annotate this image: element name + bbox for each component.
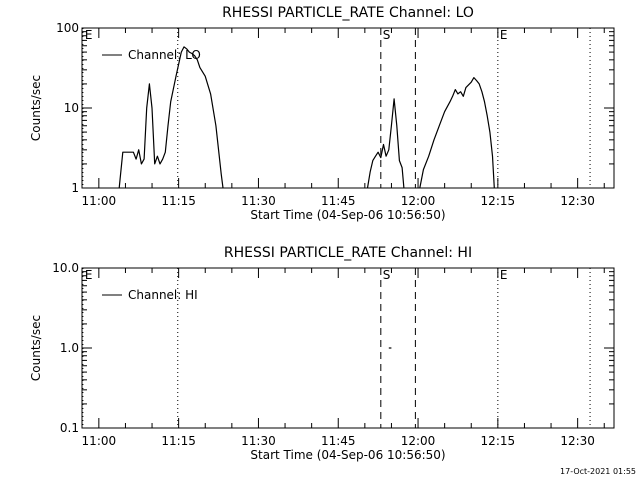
panel-2-y-axis-label: Counts/sec [29,315,43,381]
panel-1-marker-label: E [500,28,508,42]
panel-2-y-tick-label: 1.0 [60,341,79,355]
panel-1-legend-label: Channel: LO [128,48,201,62]
timestamp: 17-Oct-2021 01:55 [560,467,636,476]
panel-1-y-tick-label: 100 [56,21,79,35]
panel-2-y-tick-label: 10.0 [52,261,79,275]
panel-1-series-line [419,76,495,189]
panel-2-legend-label: Channel: HI [128,288,198,302]
panel-1-x-tick-label: 11:15 [161,194,196,208]
panel-1-x-tick-label: 11:45 [321,194,356,208]
panel-1-x-tick-label: 12:15 [481,194,516,208]
panel-1-series-line [118,46,224,189]
panel-2-x-tick-label: 11:15 [161,434,196,448]
panel-1-x-tick-label: 11:30 [241,194,276,208]
panel-2-chart-title: RHESSI PARTICLE_RATE Channel: HI [224,245,472,261]
panel-1-x-tick-label: 12:00 [401,194,436,208]
panel-2-marker-label: E [500,268,508,282]
panel-1-marker-label: S [383,28,391,42]
panel-1-chart-title: RHESSI PARTICLE_RATE Channel: LO [222,5,474,21]
panel-1-y-axis-label: Counts/sec [29,75,43,141]
panel-2-x-axis-label: Start Time (04-Sep-06 10:56:50) [250,448,445,462]
panel-2-x-tick-label: 11:30 [241,434,276,448]
panel-1-y-tick-label: 10 [64,101,79,115]
panel-2-y-tick-label: 0.1 [60,421,79,435]
panel-2-x-tick-label: 12:15 [481,434,516,448]
panel-1-series-line [366,98,405,189]
panel-2-x-tick-label: 11:45 [321,434,356,448]
panel-1-x-tick-label: 12:30 [560,194,595,208]
panel-2-x-tick-label: 12:30 [560,434,595,448]
panel-1-x-axis-label: Start Time (04-Sep-06 10:56:50) [250,208,445,222]
panel-1-marker-label: E [85,28,93,42]
panel-2-x-tick-label: 12:00 [401,434,436,448]
panel-1-y-tick-label: 1 [71,181,79,195]
panel-2-marker-label: E [85,268,93,282]
panel-2-marker-label: S [383,268,391,282]
panel-1-x-tick-label: 11:00 [82,194,117,208]
panel-2-x-tick-label: 11:00 [82,434,117,448]
